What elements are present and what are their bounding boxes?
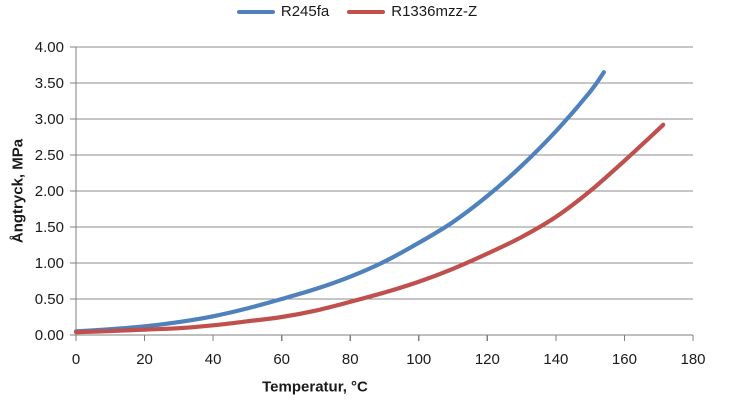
series-line-r1336mzz-z xyxy=(73,122,666,335)
x-tick-label: 60 xyxy=(273,351,290,368)
y-tick-label: 3.00 xyxy=(35,111,64,128)
series-line-r245fa xyxy=(73,70,606,334)
y-tick-label: 3.50 xyxy=(35,75,64,92)
x-tick-label: 20 xyxy=(136,351,153,368)
x-axis-title: Temperatur, °C xyxy=(262,378,368,396)
x-tick-label: 0 xyxy=(72,351,80,368)
y-tick-label: 2.50 xyxy=(35,147,64,164)
y-tick-label: 0.00 xyxy=(35,327,64,344)
y-axis-title: Ångtryck, MPa xyxy=(9,138,27,244)
legend-line-swatch-blue xyxy=(236,9,275,14)
x-tick-label: 100 xyxy=(406,351,431,368)
x-tick-label: 140 xyxy=(543,351,568,368)
legend-label-r1336mzz-z: R1336mzz-Z xyxy=(391,3,478,20)
y-tick-label: 2.00 xyxy=(35,183,64,200)
legend-item-r245fa: R245fa xyxy=(236,3,330,20)
x-tick-label: 180 xyxy=(680,351,705,368)
y-tick-label: 4.00 xyxy=(35,39,64,56)
legend: R245fa R1336mzz-Z xyxy=(0,4,727,19)
legend-line-swatch-red xyxy=(347,9,386,14)
y-tick-label: 0.50 xyxy=(35,291,64,308)
y-tick-label: 1.00 xyxy=(35,255,64,272)
legend-label-r245fa: R245fa xyxy=(280,3,330,20)
x-tick-label: 40 xyxy=(205,351,222,368)
x-tick-label: 120 xyxy=(475,351,500,368)
legend-item-r1336mzz-z: R1336mzz-Z xyxy=(347,4,477,19)
x-tick-label: 160 xyxy=(612,351,637,368)
x-tick-label: 80 xyxy=(342,351,359,368)
y-tick-label: 1.50 xyxy=(35,219,64,236)
